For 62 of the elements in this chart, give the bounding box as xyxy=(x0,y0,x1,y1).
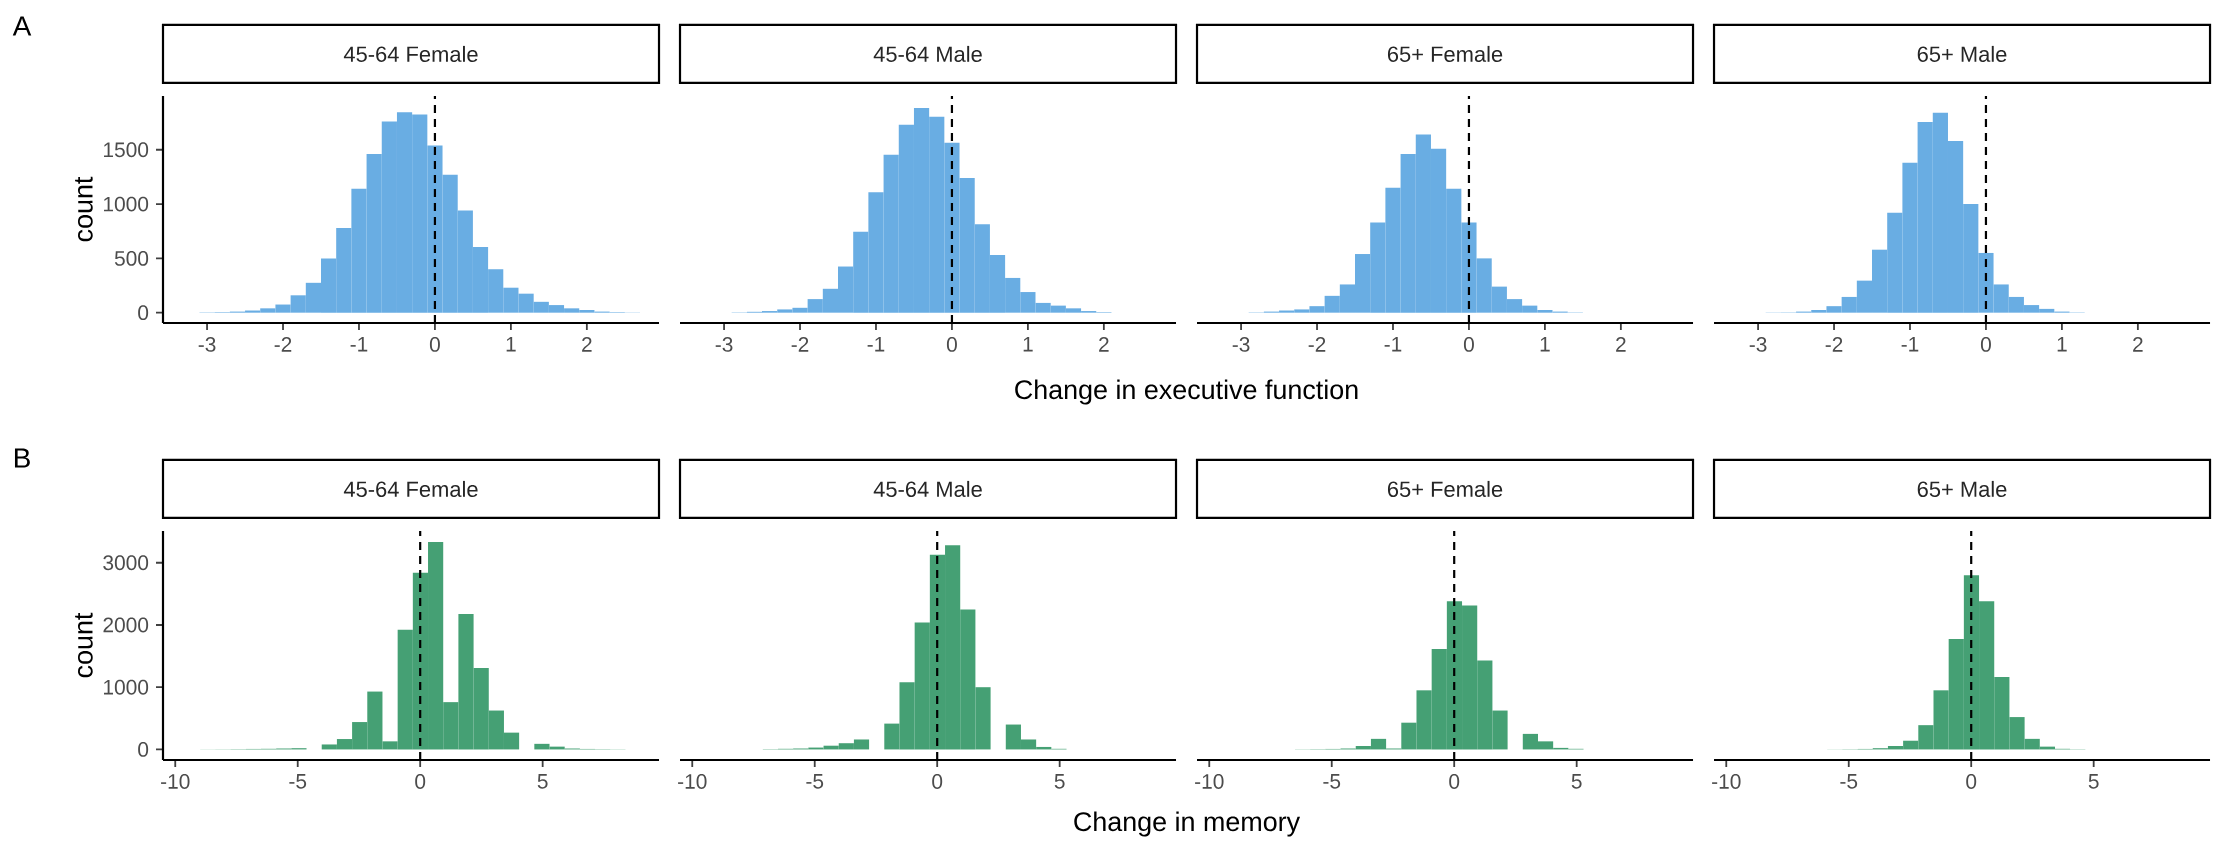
x-tick-label: 2 xyxy=(582,337,592,352)
x-tick-label: -3 xyxy=(715,337,733,352)
y-axis-title: count xyxy=(75,176,93,242)
x-tick-label: 2 xyxy=(2133,337,2143,352)
x-axis-title: Change in memory xyxy=(1074,811,1301,837)
x-axis-title: Change in executive function xyxy=(1015,379,1358,405)
x-tick-label: -1 xyxy=(1384,337,1402,352)
y-tick-label: 1000 xyxy=(104,196,149,212)
x-tick-label: -2 xyxy=(1825,337,1843,352)
y-tick-label: 0 xyxy=(138,742,149,757)
text: A xyxy=(12,16,32,36)
x-tick-label: -3 xyxy=(198,337,216,352)
x-tick-label: 0 xyxy=(1463,337,1474,352)
chart-title: 45-64 Female xyxy=(343,45,478,62)
chart-title: 65+ Male xyxy=(1917,480,2007,497)
y-tick-label: 1500 xyxy=(104,142,149,158)
x-tick-label: 1 xyxy=(1540,337,1550,352)
x-tick-label: 0 xyxy=(932,774,943,789)
y-tick-label: 2000 xyxy=(103,617,149,633)
x-tick-label: -5 xyxy=(1840,774,1858,789)
x-tick-label: 0 xyxy=(429,337,440,352)
x-tick-label: -5 xyxy=(289,774,307,789)
chart-title: 65+ Female xyxy=(1387,45,1503,62)
x-tick-label: -10 xyxy=(678,774,707,789)
x-tick-label: 1 xyxy=(506,337,516,352)
x-tick-label: 5 xyxy=(1054,774,1065,789)
x-tick-label: 0 xyxy=(1966,774,1977,789)
text: B xyxy=(14,448,30,468)
chart-title: 65+ Male xyxy=(1917,45,2007,62)
x-tick-label: -3 xyxy=(1232,337,1250,352)
x-tick-label: 0 xyxy=(946,337,957,352)
x-tick-label: -10 xyxy=(1712,774,1741,789)
y-axis-title: count xyxy=(75,612,93,678)
x-tick-label: -2 xyxy=(274,337,292,352)
y-tick-label: 500 xyxy=(114,250,149,266)
y-tick-label: 3000 xyxy=(103,555,149,571)
y-tick-label: 1000 xyxy=(104,679,149,695)
chart-title: 45-64 Male xyxy=(873,480,982,497)
x-tick-label: -3 xyxy=(1749,337,1767,352)
y-tick-label: 0 xyxy=(138,305,149,321)
x-tick-label: 1 xyxy=(1023,337,1033,352)
x-tick-label: -2 xyxy=(791,337,809,352)
x-tick-label: 2 xyxy=(1616,337,1626,352)
chart-title: 45-64 Male xyxy=(873,45,982,62)
x-tick-label: 5 xyxy=(1571,774,1582,789)
x-tick-label: -5 xyxy=(1323,774,1341,789)
x-tick-label: -1 xyxy=(867,337,885,352)
x-tick-label: -10 xyxy=(1195,774,1224,789)
x-tick-label: 0 xyxy=(415,774,426,789)
x-tick-label: -1 xyxy=(1901,337,1919,352)
x-tick-label: 0 xyxy=(1980,337,1991,352)
x-tick-label: 5 xyxy=(2088,774,2099,789)
x-tick-label: 2 xyxy=(1099,337,1109,352)
x-tick-label: -1 xyxy=(350,337,368,352)
chart-title: 45-64 Female xyxy=(343,480,478,497)
x-tick-label: 1 xyxy=(2057,337,2067,352)
x-tick-label: 0 xyxy=(1449,774,1460,789)
x-tick-label: -2 xyxy=(1308,337,1326,352)
x-tick-label: 5 xyxy=(537,774,548,789)
x-tick-label: -10 xyxy=(161,774,190,789)
x-tick-label: -5 xyxy=(806,774,824,789)
chart-title: 65+ Female xyxy=(1387,480,1503,497)
